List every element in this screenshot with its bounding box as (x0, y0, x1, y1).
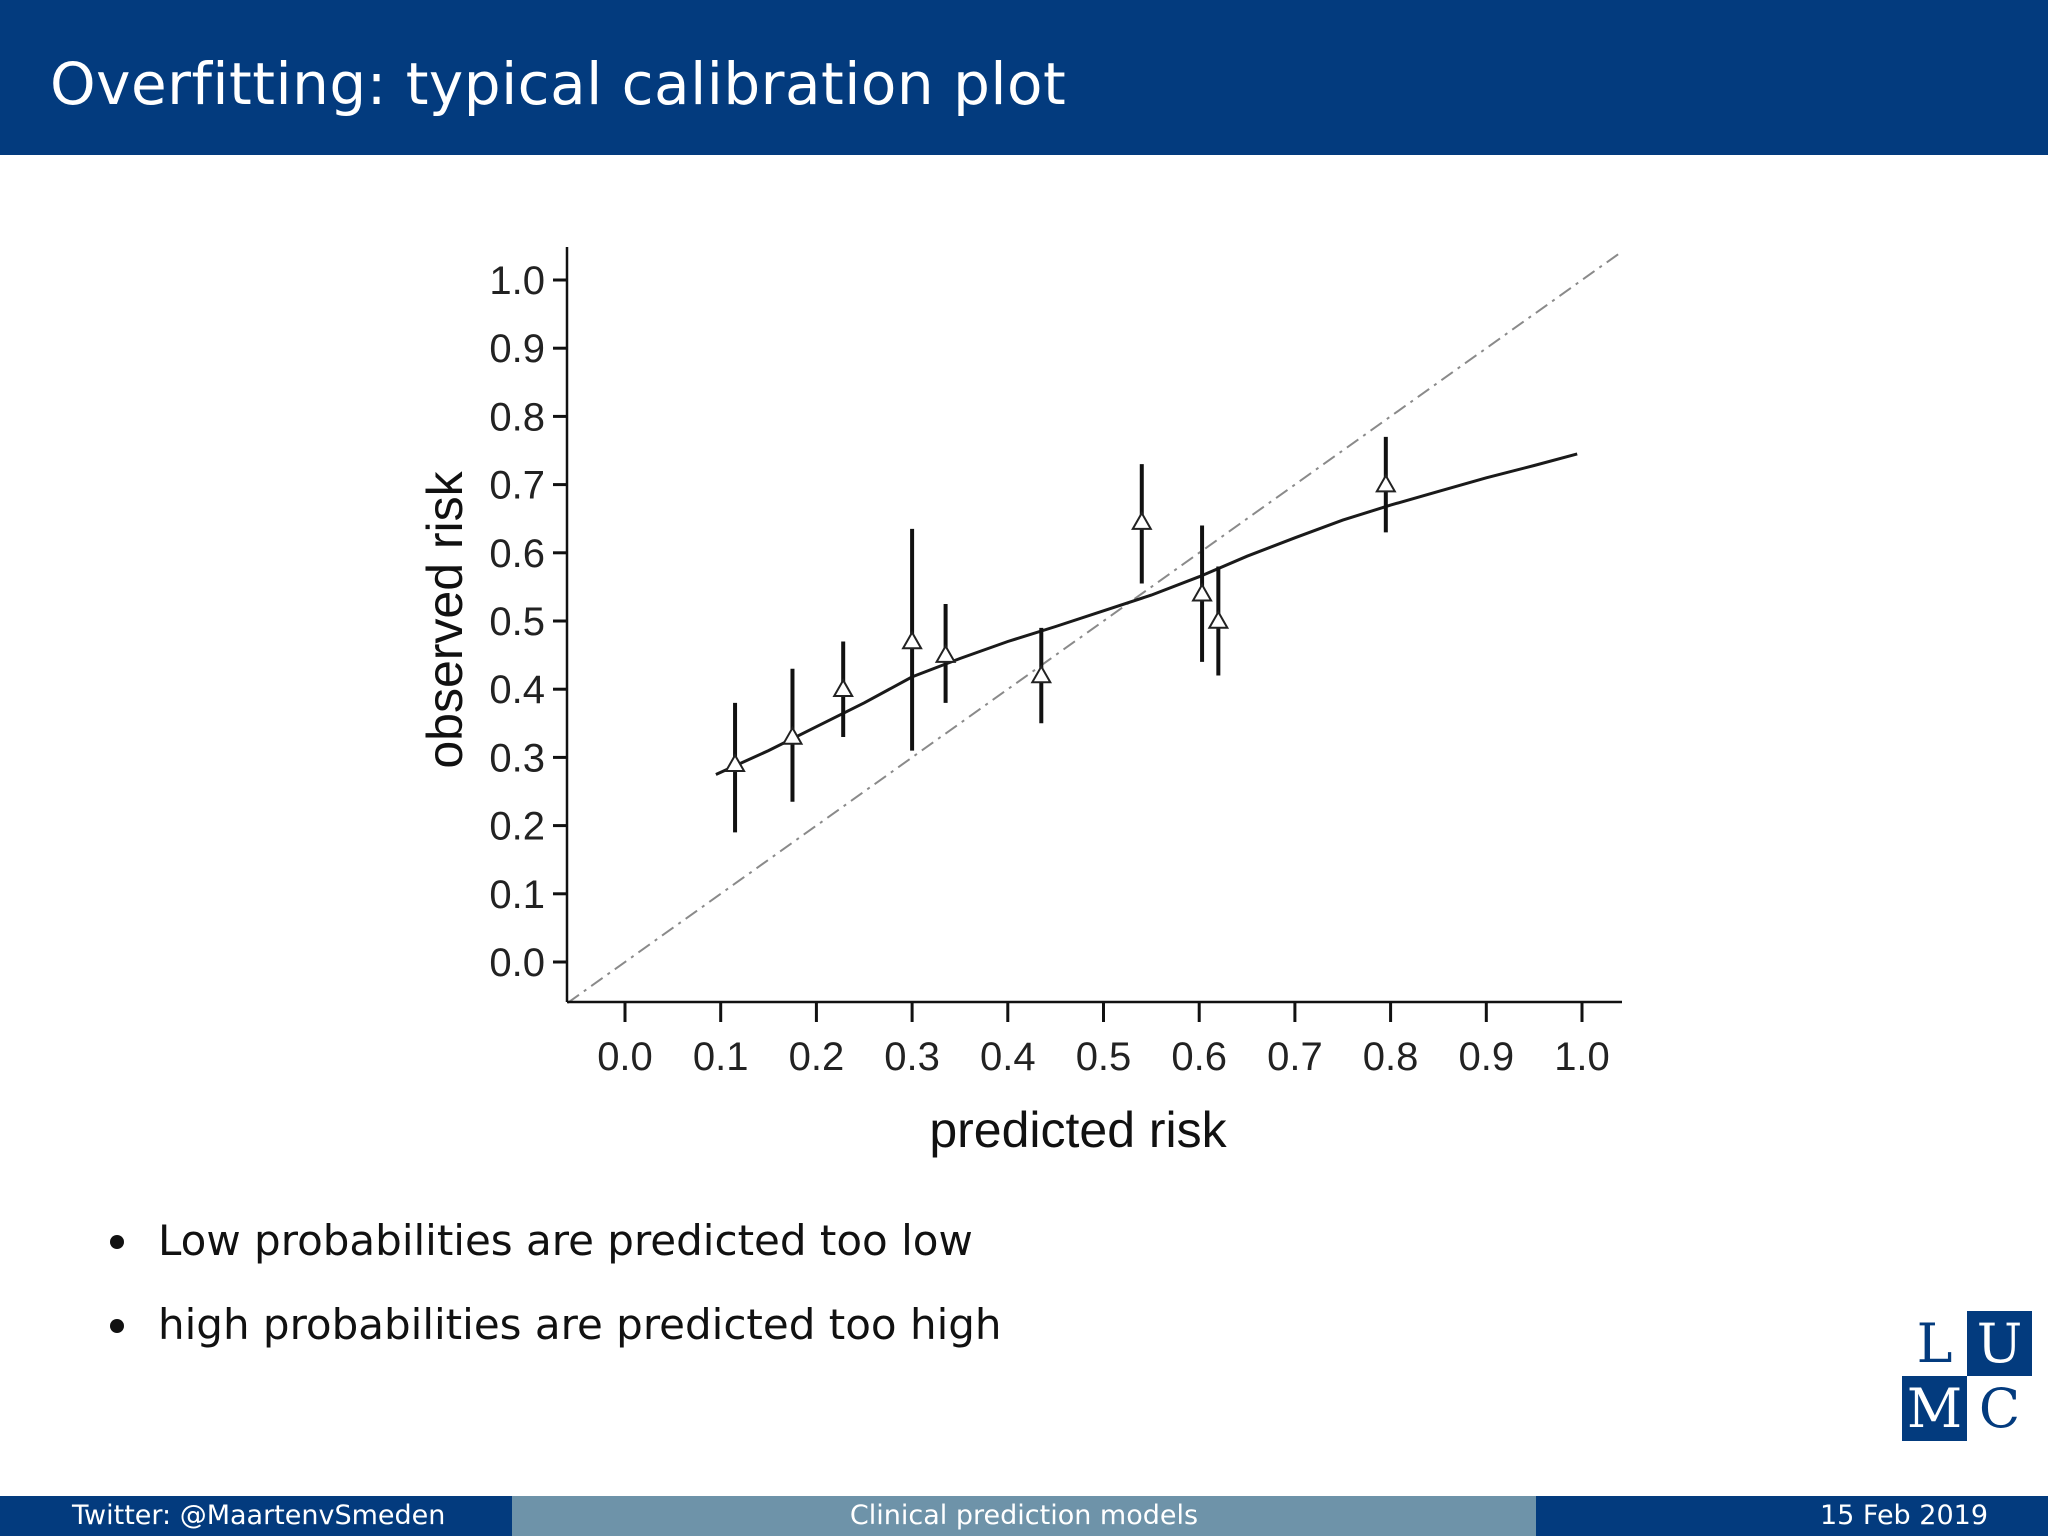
triangle-marker (934, 644, 957, 663)
smoothed-calibration-curve (715, 452, 1578, 776)
triangle-marker (781, 725, 804, 745)
bullet-item: high probabilities are predicted too hig… (110, 1289, 1002, 1373)
triangle-marker (1375, 473, 1397, 493)
y-tick-label: 1.0 (489, 259, 545, 303)
calibration-plot: 0.0 0.1 0.2 0.3 0.4 0.5 0.6 0.7 0.8 0.9 1.0 0.0 0.1 0… (417, 247, 1622, 1158)
logo-letter: M (1902, 1376, 1967, 1441)
lumc-logo: L U M C (1902, 1311, 2032, 1441)
y-tick-label: 0.6 (489, 532, 545, 576)
markers-group (724, 473, 1397, 772)
triangle-marker (1191, 582, 1213, 602)
y-tick-label: 0.8 (489, 395, 545, 439)
slide-title: Overfitting: typical calibration plot (50, 50, 1067, 118)
triangle-marker (1030, 664, 1053, 684)
bullet-icon (110, 1235, 124, 1249)
bullet-text: Low probabilities are predicted too low (158, 1216, 973, 1265)
y-tick-label: 0.2 (489, 805, 545, 849)
y-tick-label: 0.7 (489, 464, 545, 508)
logo-letter: L (1902, 1311, 1967, 1376)
x-tick-label: 1.0 (1554, 1035, 1610, 1079)
axes-group: 0.0 0.1 0.2 0.3 0.4 0.5 0.6 0.7 0.8 0.9 1.0 0.0 0.1 0… (489, 247, 1622, 1079)
x-axis-title: predicted risk (929, 1102, 1227, 1158)
x-tick-label: 0.3 (884, 1035, 940, 1079)
footer-bar: Twitter: @MaartenvSmeden Clinical predic… (0, 1496, 2048, 1536)
bullet-text: high probabilities are predicted too hig… (158, 1300, 1002, 1349)
x-tick-label: 0.7 (1267, 1035, 1323, 1079)
x-tick-label: 0.9 (1458, 1035, 1514, 1079)
x-tick-label: 0.6 (1171, 1035, 1227, 1079)
title-bar: Overfitting: typical calibration plot (0, 0, 2048, 155)
triangle-marker (724, 753, 746, 772)
y-tick-label: 0.4 (489, 668, 545, 712)
y-tick-label: 0.0 (489, 941, 545, 985)
triangle-marker (1131, 511, 1153, 530)
triangle-marker (832, 678, 854, 697)
y-tick-label: 0.5 (489, 600, 545, 644)
reference-diagonal-group (566, 251, 1621, 1004)
bullet-list: Low probabilities are predicted too low … (110, 1205, 1002, 1373)
x-tick-label: 0.5 (1076, 1035, 1132, 1079)
y-tick-label: 0.1 (489, 873, 545, 917)
logo-letter: U (1967, 1311, 2032, 1376)
bullet-icon (110, 1319, 124, 1333)
y-tick-label: 0.9 (489, 327, 545, 371)
reference-diagonal-line (566, 251, 1621, 1004)
error-bars-group (733, 436, 1388, 833)
x-tick-label: 0.8 (1363, 1035, 1419, 1079)
triangle-marker (1207, 609, 1230, 629)
logo-letter: C (1967, 1376, 2032, 1441)
footer-twitter: Twitter: @MaartenvSmeden (0, 1496, 512, 1536)
x-tick-label: 0.0 (597, 1035, 653, 1079)
y-tick-label: 0.3 (489, 736, 545, 780)
x-tick-label: 0.1 (693, 1035, 749, 1079)
footer-talk-title: Clinical prediction models (512, 1496, 1536, 1536)
bullet-item: Low probabilities are predicted too low (110, 1205, 1002, 1289)
x-tick-label: 0.4 (980, 1035, 1036, 1079)
smoothed-curve-group (715, 452, 1578, 776)
triangle-marker (901, 630, 923, 650)
footer-date: 15 Feb 2019 (1536, 1496, 2048, 1536)
x-tick-label: 0.2 (789, 1035, 845, 1079)
y-axis-title: observed risk (417, 470, 473, 768)
